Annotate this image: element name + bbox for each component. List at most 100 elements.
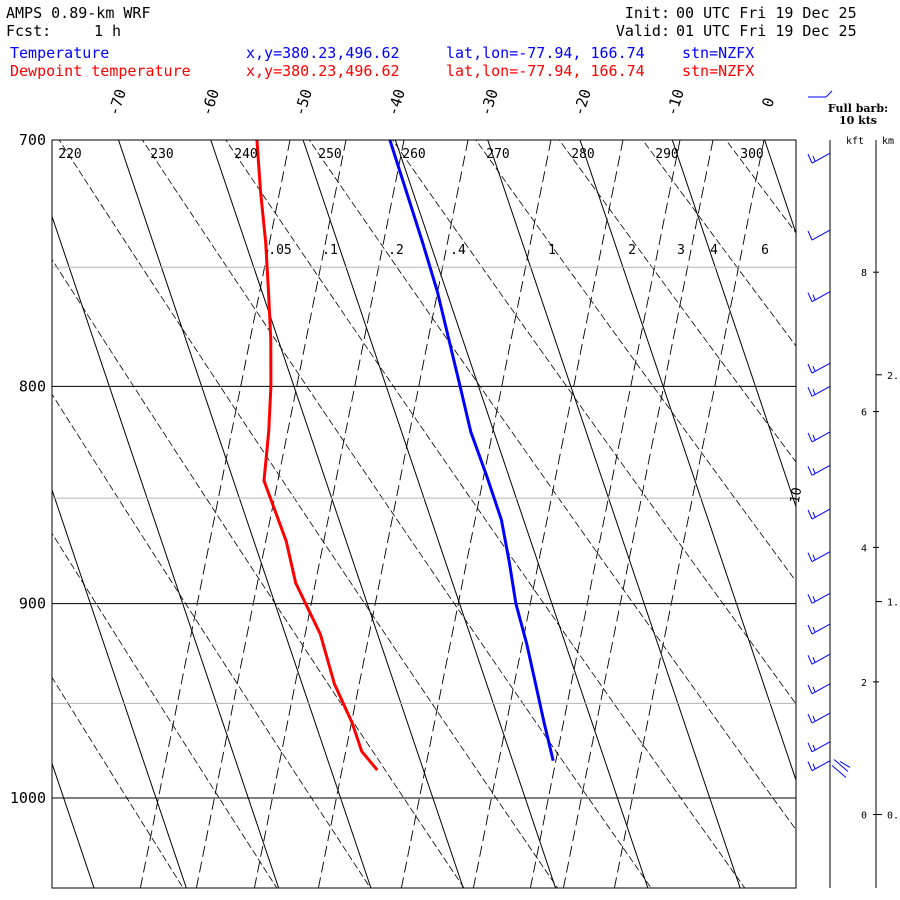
- isotherm-line: [210, 140, 464, 888]
- wind-barb-half-flag: [812, 434, 816, 441]
- wind-barb-staff: [811, 362, 831, 374]
- wind-barb: [807, 741, 831, 753]
- pressure-tick-label: 900: [19, 595, 46, 613]
- wind-barb-flag: [807, 387, 813, 397]
- mixing-ratio-label: .05: [268, 243, 291, 258]
- wind-barb-flag: [807, 153, 813, 164]
- barb-key-flag: [825, 90, 833, 98]
- wind-barb-half-flag: [812, 511, 816, 518]
- wind-barb: [807, 653, 831, 665]
- height-kft-label: 4: [861, 543, 867, 554]
- wind-barb-half-flag: [812, 763, 816, 769]
- wind-barb-flag: [807, 432, 813, 443]
- init-value: 00 UTC Fri 19 Dec 25: [676, 4, 857, 22]
- wind-barb-flag: [807, 654, 813, 665]
- dry-adiabat-line: [52, 393, 371, 888]
- dry-adiabat-label: 220: [58, 147, 81, 162]
- sounding-series: [255, 140, 555, 772]
- temperature-tick-label: -10: [662, 87, 687, 118]
- wind-barb-flag: [807, 509, 813, 520]
- wind-barb-flag: [807, 684, 813, 695]
- wind-barb-staff: [811, 229, 831, 241]
- temperature-tick-label: -30: [476, 87, 501, 118]
- dry-adiabat-line: [52, 532, 278, 888]
- height-km-label: 1.: [887, 598, 899, 609]
- wind-barb-staff: [811, 741, 831, 753]
- dry-adiabat-line: [52, 676, 184, 888]
- height-kft-label: 8: [861, 268, 867, 279]
- valid-label: Valid:: [615, 22, 670, 40]
- wind-barb-half-flag: [812, 626, 816, 633]
- fcst-label: Fcst:: [6, 22, 52, 40]
- legend-temperature-name: Temperature: [10, 44, 110, 62]
- km-label: km: [882, 136, 894, 147]
- dry-adiabat-line: [475, 140, 796, 582]
- height-km-label: 2.: [887, 371, 899, 382]
- dry-adiabat-label: 250: [318, 147, 341, 162]
- plot-frame: [51, 139, 797, 889]
- wind-barb-half-flag: [812, 468, 816, 474]
- dry-adiabat-label: 300: [740, 147, 763, 162]
- legend-temperature-stn: stn=NZFX: [682, 44, 755, 62]
- legend-dewpoint-stn: stn=NZFX: [682, 62, 755, 80]
- legend-dewpoint-latlon: lat,lon=-77.94, 166.74: [446, 62, 645, 80]
- wind-barb-staff: [811, 623, 831, 635]
- temperature-tick-label: -20: [569, 87, 594, 118]
- wind-barb-staff: [811, 760, 831, 772]
- isotherm-line: [579, 140, 796, 782]
- isotherm-line: [487, 140, 741, 888]
- wind-barb-flag: [807, 363, 813, 374]
- mixing-ratio-label: .1: [322, 243, 338, 258]
- wind-barb-flag: [807, 230, 813, 241]
- dry-adiabat-lines: [52, 140, 796, 888]
- wind-barb-half-flag: [812, 365, 816, 372]
- dry-adiabat-label: 230: [150, 147, 173, 162]
- wind-barb: [807, 683, 831, 695]
- wind-barb: [807, 464, 831, 476]
- isobar-lines: [52, 139, 796, 799]
- wind-barb-flag: [807, 713, 813, 724]
- model-title: AMPS 0.89-km WRF: [6, 4, 151, 22]
- isotherm-line: [302, 140, 557, 888]
- height-kft-label: 2: [861, 678, 867, 689]
- wind-barb-staff: [811, 385, 831, 397]
- wind-barb-staff: [811, 464, 831, 476]
- temperature-tick-label: 0: [758, 95, 778, 109]
- wind-barb-half-flag: [812, 389, 816, 395]
- wind-barb: [807, 551, 831, 563]
- kft-label: kft: [846, 136, 864, 147]
- height-axis: 8 6 4 2 0 2. 1. 0.: [829, 140, 899, 888]
- wind-barb-flag: [833, 759, 849, 772]
- wind-barb-staff: [811, 551, 831, 563]
- wind-barb-staff: [811, 683, 831, 695]
- wind-barb-flag: [807, 742, 813, 753]
- wind-barb-half-flag: [812, 744, 816, 750]
- isotherm-line: [671, 140, 796, 509]
- wind-barb-staff: [831, 765, 847, 778]
- wind-barb-staff: [811, 508, 831, 520]
- wind-barb: [807, 291, 831, 303]
- temperature-tick-label: -40: [383, 87, 408, 118]
- wind-barb: [807, 712, 831, 724]
- isotherm-line: [118, 140, 372, 888]
- mixing-ratio-label: 4: [710, 243, 718, 258]
- wind-barb-staff: [811, 592, 831, 604]
- isotherm-line: [52, 488, 187, 888]
- wind-barb: [807, 760, 831, 772]
- wind-barb-half-flag: [812, 294, 816, 300]
- wind-barb-half-flag: [812, 715, 816, 722]
- dry-adiabat-label: 260: [402, 147, 425, 162]
- dry-adiabat-line: [225, 140, 746, 888]
- wind-barb-flag: [807, 466, 813, 476]
- legend-temperature-xy: x,y=380.23,496.62: [246, 44, 400, 62]
- mixing-ratio-label: .2: [388, 243, 404, 258]
- fcst-value: 1 h: [94, 22, 122, 40]
- dry-adiabat-line: [58, 140, 559, 888]
- wind-barbs: [807, 152, 851, 778]
- mixing-ratio-label: 3: [677, 243, 685, 258]
- barb-key-line1: Full barb:: [828, 102, 888, 115]
- dry-adiabat-line: [392, 140, 796, 705]
- height-km-label: 0.: [887, 811, 899, 822]
- mixing-ratio-line: [400, 140, 552, 888]
